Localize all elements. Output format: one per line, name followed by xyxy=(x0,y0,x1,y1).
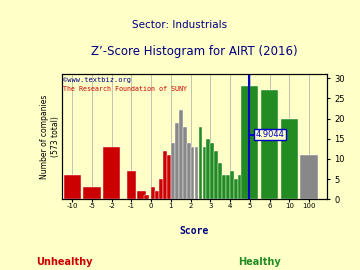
Bar xyxy=(241,86,258,199)
Bar xyxy=(238,175,242,199)
Bar xyxy=(191,147,194,199)
Text: 4.9044: 4.9044 xyxy=(256,130,285,139)
Bar xyxy=(210,143,214,199)
Text: Healthy: Healthy xyxy=(238,256,280,266)
X-axis label: Score: Score xyxy=(180,226,209,236)
Bar xyxy=(261,90,278,199)
Bar xyxy=(222,175,226,199)
Bar xyxy=(187,143,190,199)
Text: Unhealthy: Unhealthy xyxy=(37,256,93,266)
Bar xyxy=(203,147,206,199)
Bar xyxy=(206,139,210,199)
Bar xyxy=(167,155,171,199)
Bar xyxy=(137,191,145,199)
Bar xyxy=(199,127,202,199)
Bar xyxy=(234,179,238,199)
Bar xyxy=(183,127,186,199)
Bar xyxy=(171,143,175,199)
Bar xyxy=(155,191,159,199)
Bar xyxy=(230,171,234,199)
Bar xyxy=(281,119,298,199)
Bar xyxy=(84,187,100,199)
Bar xyxy=(242,171,246,199)
Bar xyxy=(103,147,120,199)
Text: ©www.textbiz.org: ©www.textbiz.org xyxy=(63,77,131,83)
Bar xyxy=(218,163,222,199)
Bar xyxy=(214,151,218,199)
Bar xyxy=(159,179,163,199)
Text: Sector: Industrials: Sector: Industrials xyxy=(132,20,228,30)
Bar xyxy=(163,151,167,199)
Bar xyxy=(300,155,318,199)
Y-axis label: Number of companies
(573 total): Number of companies (573 total) xyxy=(40,94,60,179)
Bar xyxy=(195,147,198,199)
Bar xyxy=(179,110,183,199)
Bar xyxy=(151,187,155,199)
Text: The Research Foundation of SUNY: The Research Foundation of SUNY xyxy=(63,86,187,92)
Bar xyxy=(226,175,230,199)
Bar xyxy=(64,175,81,199)
Bar xyxy=(144,195,149,199)
Bar xyxy=(175,123,179,199)
Bar xyxy=(127,171,136,199)
Title: Z’-Score Histogram for AIRT (2016): Z’-Score Histogram for AIRT (2016) xyxy=(91,45,298,58)
